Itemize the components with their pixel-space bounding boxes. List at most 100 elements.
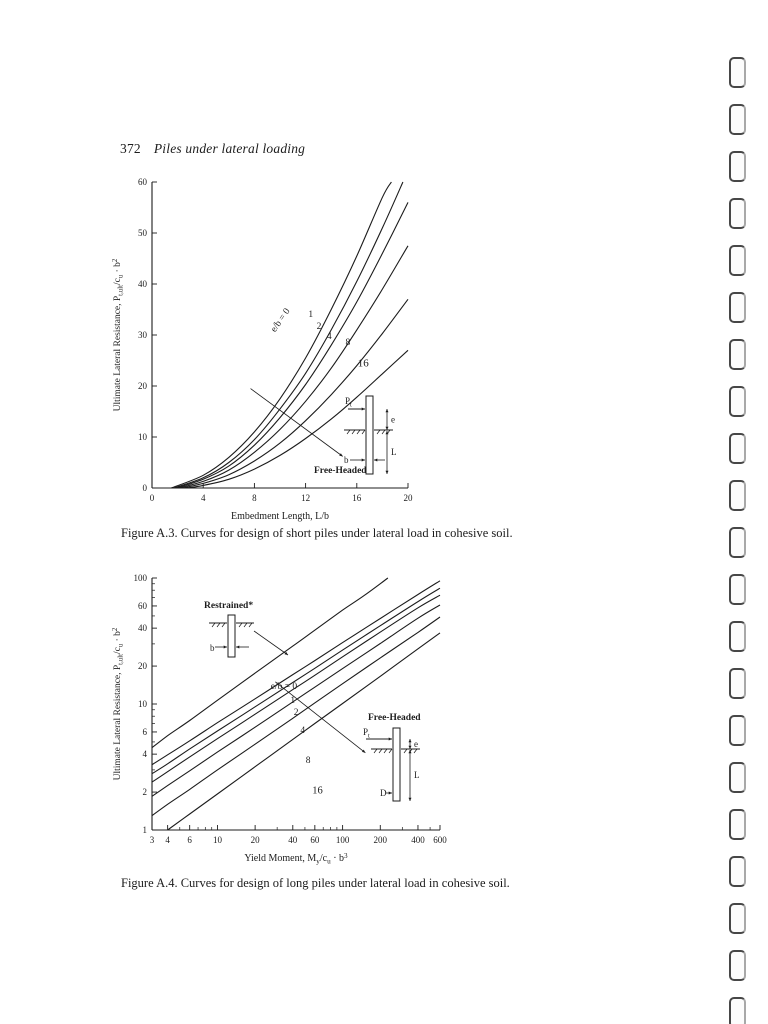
- binding-hole: [729, 151, 746, 182]
- pile: [392, 727, 401, 802]
- binding-hole: [729, 950, 746, 981]
- pile: [365, 395, 374, 475]
- binding-hole: [729, 856, 746, 887]
- pile-inset-restrained: Restrained* b: [204, 601, 289, 658]
- embedment-dim-label: L: [391, 447, 397, 457]
- curve-8: [151, 616, 441, 817]
- load-label: Pt: [345, 396, 352, 409]
- curve-label: 4: [327, 332, 332, 342]
- binding-hole: [729, 433, 746, 464]
- pile-inset-free-headed: Pt e L D Free-Headed: [363, 713, 421, 802]
- x-tick-label: 400: [411, 835, 425, 845]
- curve-label: e/b = 0: [269, 307, 293, 335]
- curve-4: [151, 604, 441, 797]
- curves: [151, 577, 441, 831]
- y-tick-label: 6: [143, 727, 148, 737]
- y-tick-label: 2: [143, 787, 148, 797]
- binding-hole: [729, 809, 746, 840]
- binding-hole: [729, 480, 746, 511]
- curve-1: [151, 587, 441, 775]
- axes: 0 4 8 12 16 20 0 10 20 30 40 50 60 Embedment Length, …: [112, 177, 413, 522]
- y-tick-label: 60: [138, 177, 148, 187]
- y-tick-label: 10: [138, 699, 148, 709]
- binding-hole: [729, 386, 746, 417]
- curve-16: [186, 349, 409, 489]
- axes: 3 4 6 10 20 40 60 100 200 400 600124610204060100Yi…: [112, 573, 447, 866]
- leader-arrow: [250, 388, 343, 457]
- leader-arrow: [275, 681, 366, 754]
- inset-title: Free-Headed: [368, 713, 421, 723]
- x-axis-title: Yield Moment, My/cu · b3: [244, 852, 348, 866]
- binding-hole: [729, 621, 746, 652]
- load-label: Pt: [363, 727, 370, 740]
- curve-label: 1: [290, 696, 295, 706]
- x-tick-label: 40: [288, 835, 298, 845]
- pile: [227, 614, 236, 658]
- figure-a4-long-piles-chart: 3 4 6 10 20 40 60 100 200 400 600124610204060100Yi…: [112, 573, 447, 866]
- y-tick-label: 30: [138, 330, 148, 340]
- x-tick-label: 20: [251, 835, 261, 845]
- figure-a3-caption: Figure A.3. Curves for design of short p…: [121, 526, 513, 540]
- x-tick-label: 3: [150, 835, 155, 845]
- running-header: 372 Piles under lateral loading: [120, 141, 305, 157]
- page-number: 372: [120, 141, 141, 156]
- binding-hole: [729, 527, 746, 558]
- x-tick-label: 60: [310, 835, 320, 845]
- y-tick-label: 4: [143, 749, 148, 759]
- y-axis-title: Ultimate Lateral Resistance, Pt,ult/cu ·…: [112, 258, 125, 411]
- curve-label: 2: [294, 708, 299, 718]
- inset-title: Free-Headed: [314, 466, 367, 476]
- binding-hole: [729, 574, 746, 605]
- figure-a4-caption: Figure A.4. Curves for design of long pi…: [121, 876, 510, 890]
- curve-label: 1: [308, 310, 313, 320]
- binding-hole: [729, 57, 746, 88]
- curve-restrained: [151, 577, 389, 749]
- curve-label: 16: [358, 358, 370, 370]
- curve-label: 8: [306, 756, 311, 766]
- curve-8: [182, 298, 409, 489]
- x-axis-title: Embedment Length, L/b: [231, 511, 329, 522]
- y-tick-label: 40: [138, 279, 148, 289]
- binding-hole: [729, 715, 746, 746]
- y-tick-label: 20: [138, 381, 148, 391]
- x-tick-label: 4: [165, 835, 170, 845]
- running-title: Piles under lateral loading: [153, 141, 306, 156]
- inset-title: Restrained*: [204, 601, 253, 611]
- y-tick-label: 20: [138, 661, 148, 671]
- y-tick-label: 40: [138, 623, 148, 633]
- x-tick-label: 10: [213, 835, 223, 845]
- curve-2: [151, 594, 441, 783]
- curve-label: 2: [317, 322, 322, 332]
- x-tick-label: 600: [433, 835, 447, 845]
- x-tick-label: 200: [374, 835, 388, 845]
- curves: [170, 181, 409, 489]
- curve-label: 16: [312, 785, 323, 796]
- curve-1: [173, 181, 404, 489]
- curve-4: [178, 245, 409, 489]
- width-dim-label: b: [210, 643, 215, 653]
- curve-e-b-0: [151, 580, 441, 766]
- width-dim-label: D: [380, 788, 387, 798]
- curve-label: e/b = 0: [271, 682, 298, 692]
- x-tick-label: 100: [336, 835, 350, 845]
- y-tick-label: 0: [143, 483, 148, 493]
- binding-hole: [729, 292, 746, 323]
- y-tick-label: 1: [143, 825, 148, 835]
- binding-hole: [729, 762, 746, 793]
- eccentricity-dim-label: e: [414, 739, 418, 749]
- x-tick-label: 0: [150, 493, 155, 503]
- binding-hole: [729, 245, 746, 276]
- y-tick-label: 60: [138, 601, 148, 611]
- binding-hole: [729, 668, 746, 699]
- x-tick-label: 16: [352, 493, 362, 503]
- x-tick-label: 6: [187, 835, 192, 845]
- curve-16: [167, 632, 441, 831]
- binding-hole: [729, 339, 746, 370]
- x-tick-label: 20: [404, 493, 414, 503]
- embedment-dim-label: L: [414, 770, 420, 780]
- binding-hole: [729, 903, 746, 934]
- width-dim-label: b: [344, 455, 349, 465]
- binding-hole: [729, 198, 746, 229]
- curve-label: 4: [300, 726, 305, 736]
